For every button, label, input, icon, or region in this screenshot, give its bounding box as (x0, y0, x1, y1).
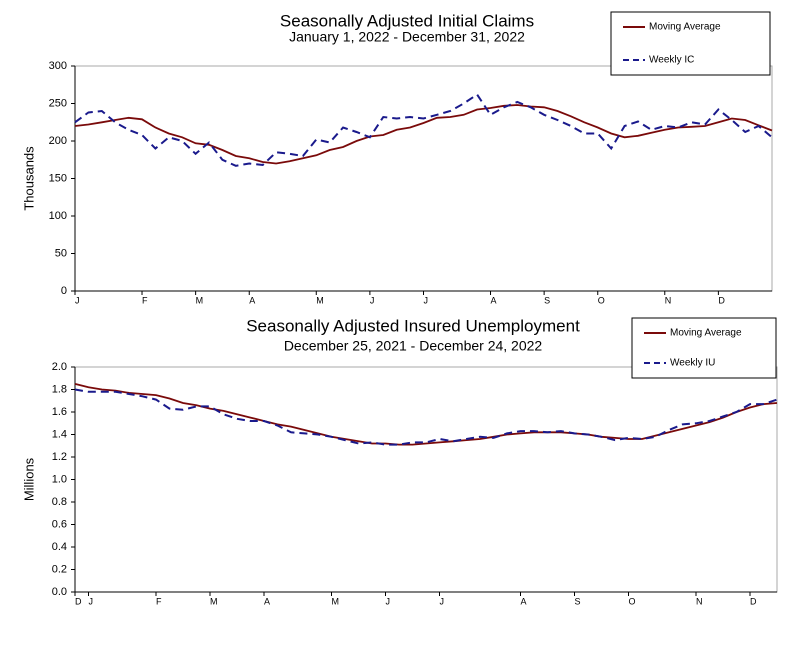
x-tick-label: A (249, 295, 255, 305)
legend-label: Weekly IU (670, 358, 715, 369)
y-tick-label: 1.8 (52, 383, 67, 395)
x-tick-label: J (370, 295, 375, 305)
x-tick-label: A (264, 596, 270, 606)
chart-subtitle: January 1, 2022 - December 31, 2022 (289, 29, 525, 45)
x-tick-label: J (386, 596, 391, 606)
y-tick-label: 0.2 (52, 563, 67, 575)
legend-label: Moving Average (670, 328, 742, 339)
x-tick-label: D (75, 596, 82, 606)
y-tick-label: 0.4 (52, 541, 67, 553)
x-tick-label: M (332, 596, 340, 606)
y-tick-label: 250 (49, 97, 67, 109)
y-tick-label: 300 (49, 60, 67, 72)
y-tick-label: 0.8 (52, 496, 67, 508)
y-tick-label: 50 (55, 247, 67, 259)
y-tick-label: 0.6 (52, 518, 67, 530)
x-tick-label: O (598, 295, 605, 305)
chart-title: Seasonally Adjusted Initial Claims (280, 11, 534, 30)
x-tick-label: D (718, 295, 725, 305)
y-tick-label: 1.0 (52, 473, 67, 485)
x-tick-label: M (196, 295, 204, 305)
y-tick-label: 200 (49, 135, 67, 147)
x-tick-label: S (575, 596, 581, 606)
legend-box (610, 11, 771, 76)
x-tick-label: A (491, 295, 497, 305)
y-tick-label: 0 (61, 285, 67, 297)
legend-label: Moving Average (649, 22, 721, 33)
x-tick-label: M (316, 295, 324, 305)
y-tick-label: 1.2 (52, 451, 67, 463)
series-line (74, 388, 778, 446)
y-tick-label: 1.4 (52, 428, 67, 440)
y-tick-label: 2.0 (52, 361, 67, 373)
series-line (74, 104, 773, 165)
plot-frame (74, 65, 773, 292)
x-tick-label: D (750, 596, 757, 606)
series-line (74, 93, 773, 167)
x-tick-label: N (665, 295, 672, 305)
x-tick-label: F (142, 295, 148, 305)
x-tick-label: M (210, 596, 218, 606)
legend-label: Weekly IC (649, 55, 694, 66)
x-tick-label: N (696, 596, 703, 606)
series-line (74, 383, 778, 446)
y-tick-label: 1.6 (52, 406, 67, 418)
x-tick-label: A (521, 596, 527, 606)
plot-frame (74, 366, 778, 593)
x-tick-label: J (424, 295, 429, 305)
y-axis-label: Millions (21, 457, 36, 501)
x-tick-label: S (544, 295, 550, 305)
x-tick-label: O (629, 596, 636, 606)
x-tick-label: F (156, 596, 162, 606)
y-tick-label: 100 (49, 210, 67, 222)
y-tick-label: 0.0 (52, 586, 67, 598)
legend-box (631, 317, 777, 379)
y-axis-label: Thousands (21, 146, 36, 211)
x-tick-label: J (89, 596, 94, 606)
chart-subtitle: December 25, 2021 - December 24, 2022 (284, 338, 543, 354)
x-tick-label: J (75, 295, 80, 305)
y-tick-label: 150 (49, 172, 67, 184)
x-tick-label: J (440, 596, 445, 606)
chart-title: Seasonally Adjusted Insured Unemployment (246, 316, 580, 335)
